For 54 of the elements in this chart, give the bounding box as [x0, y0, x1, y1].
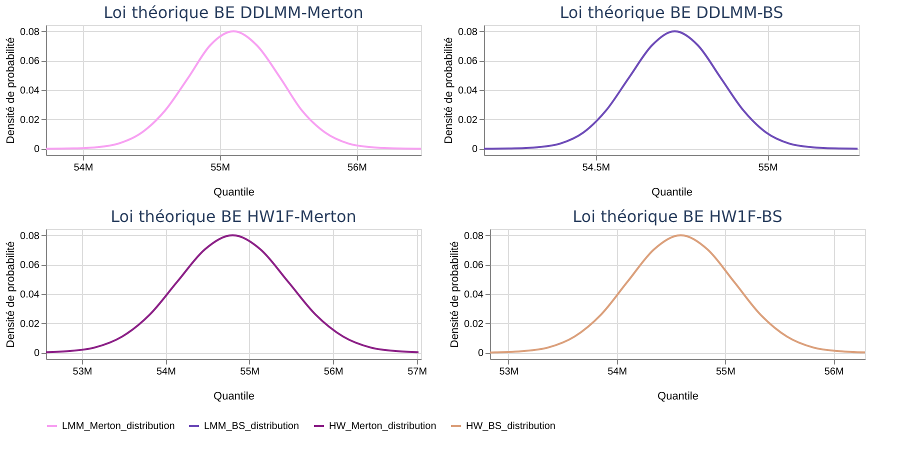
x-tick-label: 55M	[716, 366, 736, 378]
y-axis-title: Densité de probabilité	[5, 37, 18, 144]
y-tick-label: 0.06	[20, 56, 40, 68]
x-tick-label: 57M	[408, 366, 428, 378]
line-series	[490, 234, 865, 354]
x-axis-title: Quantile	[214, 186, 254, 198]
y-tick-label: 0.06	[458, 56, 478, 68]
y-axis-title: Densité de probabilité	[449, 241, 462, 348]
line-series	[484, 30, 859, 150]
y-tick-label: 0	[34, 348, 40, 360]
x-axis-title: Quantile	[214, 390, 254, 402]
x-tick-label: 56M	[347, 162, 367, 174]
y-axis-title: Densité de probabilité	[5, 241, 18, 348]
x-tick-label: 53M	[499, 366, 519, 378]
x-axis-title: Quantile	[658, 390, 698, 402]
line-series	[46, 234, 420, 354]
x-tick-label: 54.5M	[582, 162, 610, 174]
y-tick-label: 0.02	[458, 114, 478, 126]
y-axis-title: Densité de probabilité	[443, 37, 456, 144]
x-tick-label: 54M	[74, 162, 94, 174]
legend-label: LMM_Merton_distribution	[62, 421, 175, 432]
y-tick-label: 0.02	[20, 318, 40, 330]
x-tick-label: 53M	[72, 366, 92, 378]
x-axis-title: Quantile	[652, 186, 692, 198]
chart-title: Loi théorique BE HW1F-BS	[572, 207, 782, 226]
legend-label: HW_Merton_distribution	[329, 421, 436, 432]
x-tick-label: 55M	[758, 162, 778, 174]
y-tick-label: 0.06	[20, 260, 40, 272]
chart-title: Loi théorique BE DDLMM-Merton	[104, 3, 364, 22]
y-tick-label: 0.08	[458, 26, 478, 38]
y-tick-label: 0.02	[20, 114, 40, 126]
y-tick-label: 0.04	[20, 86, 40, 96]
y-tick-label: 0.08	[20, 230, 40, 242]
x-tick-label: 54M	[156, 366, 176, 378]
x-tick-label: 56M	[324, 366, 344, 378]
x-tick-label: 55M	[240, 366, 260, 378]
x-tick-label: 54M	[608, 366, 628, 378]
legend-label: HW_BS_distribution	[466, 421, 556, 432]
y-tick-label: 0	[478, 348, 484, 360]
legend-label: LMM_BS_distribution	[204, 421, 300, 432]
y-tick-label: 0.08	[20, 26, 40, 38]
chart-title: Loi théorique BE HW1F-Merton	[110, 207, 356, 226]
x-tick-label: 55M	[210, 162, 230, 174]
y-tick-label: 0.04	[464, 290, 484, 300]
y-tick-label: 0.08	[464, 230, 484, 242]
y-tick-label: 0.06	[464, 260, 484, 272]
y-tick-label: 0.04	[20, 290, 40, 300]
line-series	[46, 30, 421, 150]
y-tick-label: 0.02	[464, 318, 484, 330]
x-tick-label: 56M	[824, 366, 844, 378]
y-tick-label: 0.04	[458, 86, 478, 96]
chart-title: Loi théorique BE DDLMM-BS	[560, 3, 784, 22]
y-tick-label: 0	[472, 144, 478, 156]
y-tick-label: 0	[34, 144, 40, 156]
